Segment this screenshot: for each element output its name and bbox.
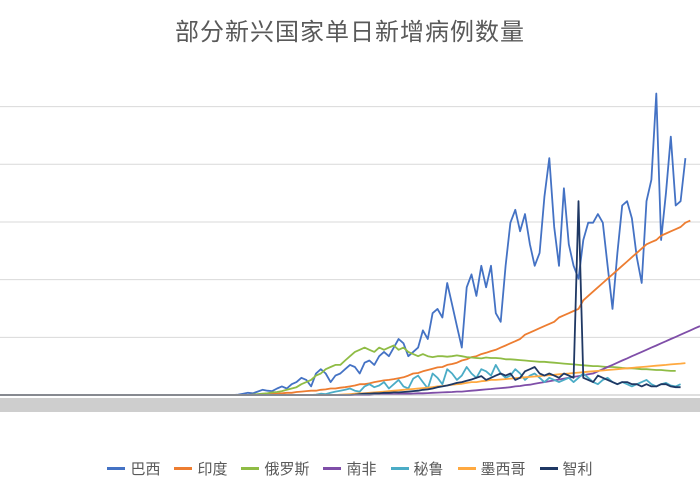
legend-label: 印度: [197, 460, 228, 478]
chart-title: 部分新兴国家单日新增病例数量: [175, 18, 525, 46]
series-line-3: [0, 325, 700, 396]
legend-swatch: [457, 467, 476, 470]
legend-item: 南非: [323, 458, 377, 479]
legend-item: 印度: [174, 458, 227, 479]
legend-swatch: [539, 467, 558, 470]
legend-label: 巴西: [130, 460, 161, 478]
legend: 巴西 印度 俄罗斯 南非 秘鲁 墨西哥 智利: [0, 458, 700, 479]
legend-item: 秘鲁: [390, 458, 444, 479]
legend-swatch: [323, 467, 342, 470]
legend-swatch: [390, 467, 409, 470]
legend-item: 巴西: [107, 458, 160, 479]
legend-item: 俄罗斯: [241, 458, 309, 479]
legend-item: 智利: [539, 458, 593, 479]
legend-label: 智利: [562, 460, 593, 478]
series-line-4: [0, 363, 681, 396]
legend-item: 墨西哥: [457, 458, 526, 479]
legend-swatch: [241, 467, 260, 470]
series-line-6: [0, 200, 681, 396]
legend-label: 秘鲁: [413, 460, 444, 478]
legend-label: 南非: [346, 460, 377, 478]
x-tick-labels-dense: [0, 398, 700, 412]
legend-label: 俄罗斯: [264, 460, 310, 478]
legend-swatch: [174, 467, 193, 470]
legend-swatch: [107, 467, 126, 470]
legend-label: 墨西哥: [480, 460, 526, 478]
